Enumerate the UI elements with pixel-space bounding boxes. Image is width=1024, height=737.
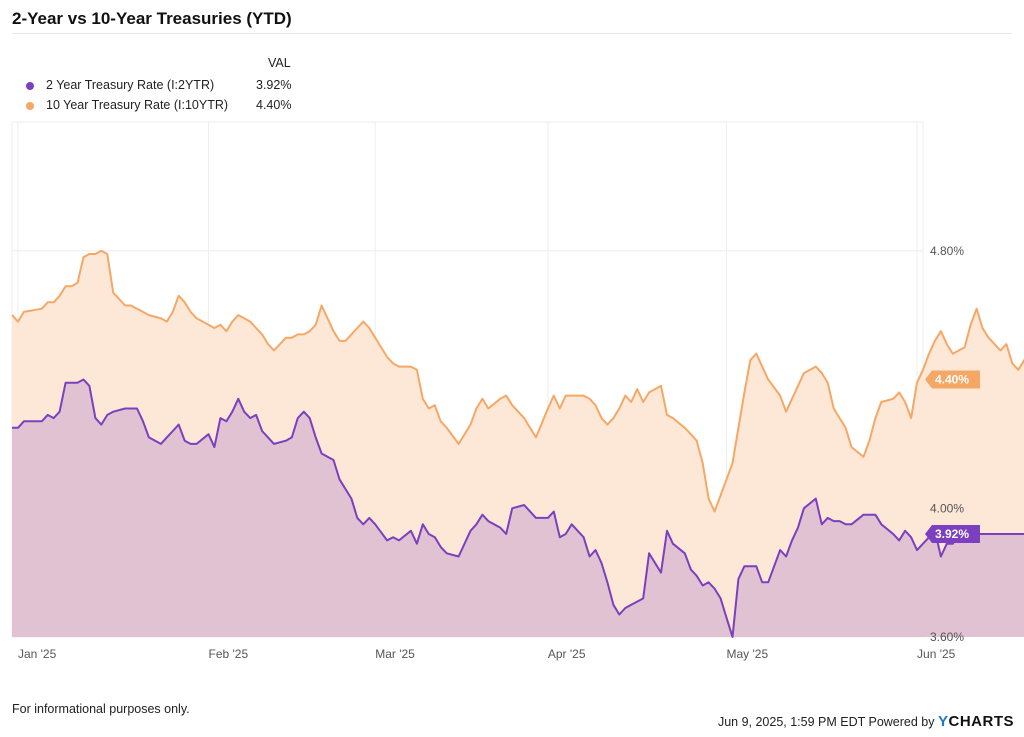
y-tick-label: 4.00% (930, 501, 964, 515)
footer-attribution: Jun 9, 2025, 1:59 PM EDT Powered by YCHA… (718, 713, 1014, 730)
badge-shape (925, 370, 980, 389)
legend-value-header: VAL (268, 56, 291, 70)
timestamp: Jun 9, 2025, 1:59 PM EDT Powered by (717, 715, 935, 729)
end-value-badge: 4.40% (925, 370, 980, 389)
legend-label: 2 Year Treasury Rate (I:2YTR) (46, 78, 215, 92)
logo-wordmark: CHARTS (948, 713, 1014, 730)
end-value-badge: 3.92% (925, 525, 980, 543)
disclaimer: For informational purposes only. (12, 702, 190, 716)
chart-title: 2-Year vs 10-Year Treasuries (YTD) (12, 9, 292, 28)
x-tick-label: Apr '25 (548, 647, 586, 661)
x-tick-label: May '25 (727, 647, 769, 661)
legend-value: 4.40% (256, 98, 292, 112)
badge-label: 3.92% (935, 527, 969, 541)
badge-label: 4.40% (935, 373, 969, 387)
y-tick-label: 4.80% (930, 244, 964, 258)
y-tick-label: 3.60% (930, 630, 964, 644)
series-area (12, 379, 1024, 637)
legend-item-10y[interactable]: 10 Year Treasury Rate (I:10YTR) 4.40% (12, 98, 312, 116)
series-line[interactable] (12, 378, 1024, 638)
x-tick-label: Feb '25 (208, 647, 248, 661)
title-divider (12, 33, 1012, 34)
logo-mark: Y (937, 713, 949, 730)
badge-shape (925, 525, 980, 543)
x-tick-label: Mar '25 (375, 647, 415, 661)
x-tick-label: Jan '25 (18, 647, 57, 661)
series-line[interactable] (11, 249, 1024, 513)
series-color-dot (26, 82, 34, 90)
legend-value: 3.92% (256, 78, 292, 92)
legend-item-2y[interactable]: 2 Year Treasury Rate (I:2YTR) 3.92% (12, 78, 312, 96)
legend-label: 10 Year Treasury Rate (I:10YTR) (46, 98, 229, 112)
ycharts-logo[interactable]: YCHARTS (938, 713, 1014, 730)
series-color-dot (26, 102, 34, 110)
x-tick-label: Jun '25 (917, 647, 956, 661)
